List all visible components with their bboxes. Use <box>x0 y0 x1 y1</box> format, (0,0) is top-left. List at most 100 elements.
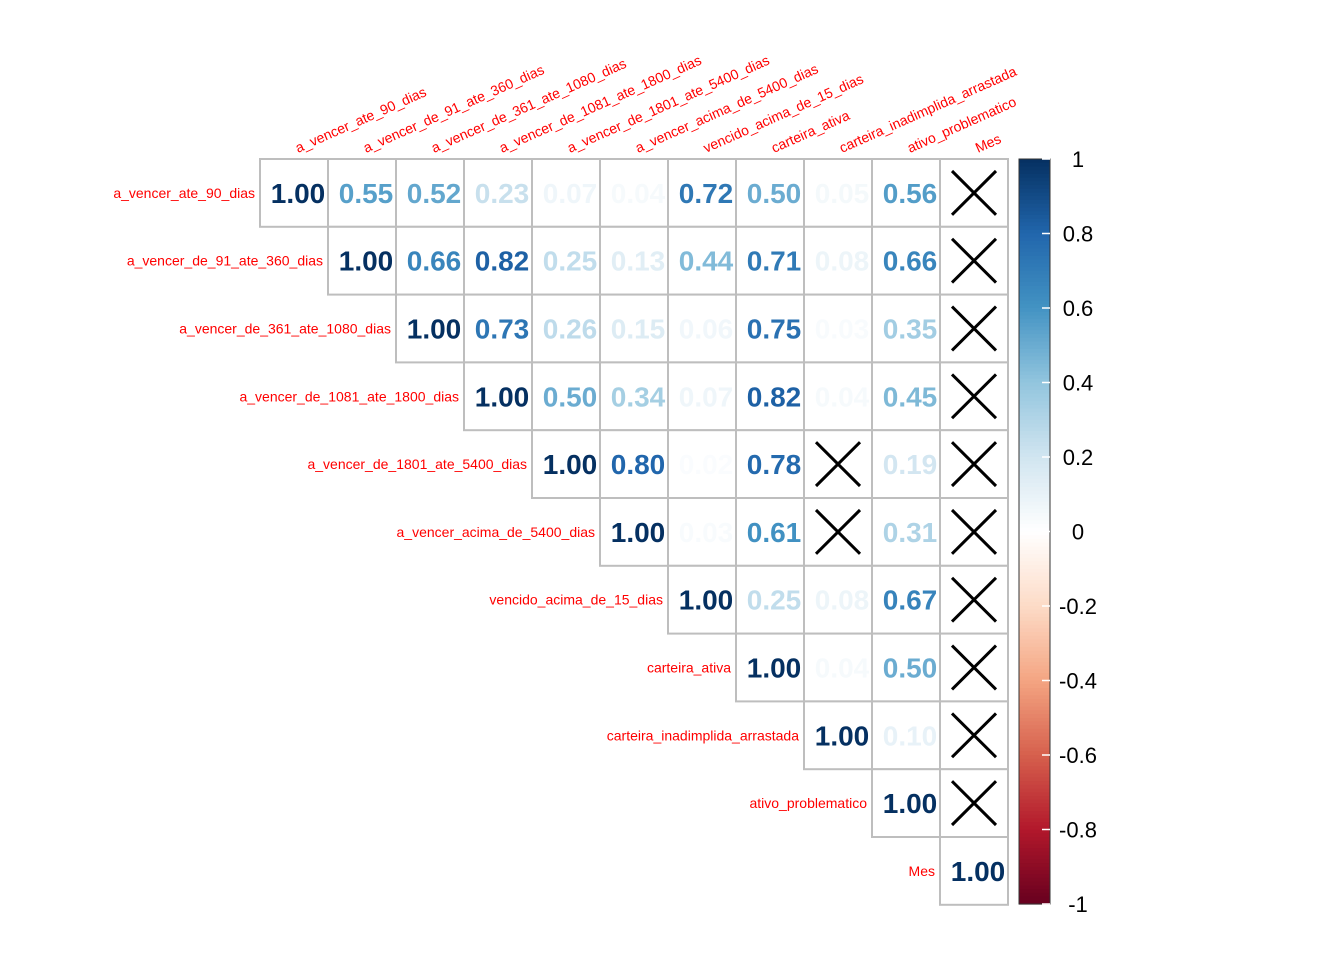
insignificant-marker <box>814 508 862 555</box>
colorbar-segment <box>1019 434 1050 439</box>
colorbar-segment <box>1019 483 1050 488</box>
colorbar-segment <box>1019 516 1050 521</box>
colorbar-segment <box>1019 654 1050 659</box>
cell-value: 0.07 <box>679 381 734 412</box>
colorbar-segment <box>1019 222 1050 227</box>
cell-value: 0.82 <box>747 381 802 412</box>
colorbar-segment <box>1019 438 1050 443</box>
cell-value: 0.08 <box>815 585 870 616</box>
colorbar-segment <box>1019 311 1050 317</box>
cell-carteira_inadimplida_arrastada-carteira_inadimplida_arrastada <box>803 700 873 771</box>
matrix-cells: 1.00 0.55 0.52 0.23 0.07 0.04 0.72 0.50 0.05 0.56… <box>259 158 1009 906</box>
colorbar-segment <box>1019 859 1050 864</box>
colorbar-segment <box>1019 356 1050 361</box>
cell-value: 0.04 <box>611 178 666 209</box>
colorbar-segment <box>1019 702 1050 708</box>
row-label: ativo_problematico <box>749 795 867 811</box>
colorbar-segment <box>1019 728 1050 734</box>
colorbar-segment <box>1019 531 1050 536</box>
insignificant-marker <box>950 644 998 691</box>
cell-a_vencer_ate_90_dias-a_vencer_acima_de_5400_dias <box>599 158 669 228</box>
colorbar-segment <box>1019 423 1050 428</box>
cell-value: 1.00 <box>679 585 734 616</box>
cell-a_vencer_de_1081_ate_1800_dias-a_vencer_acima_de_5400_dias <box>599 361 669 432</box>
cell-value: 1.00 <box>475 381 530 412</box>
colorbar-segment <box>1019 553 1050 559</box>
row-label: a_vencer_de_91_ate_360_dias <box>127 253 323 269</box>
colorbar-segment <box>1019 747 1050 752</box>
colorbar-segment <box>1019 226 1050 231</box>
cell-value: 1.00 <box>951 856 1006 887</box>
colorbar-segment <box>1019 509 1050 514</box>
colorbar-segment <box>1019 773 1050 778</box>
colorbar-segment <box>1019 393 1050 398</box>
colorbar-segment <box>1019 836 1050 842</box>
insignificant-marker <box>950 576 998 623</box>
colorbar-segment <box>1019 591 1050 596</box>
colorbar-segment <box>1019 520 1050 525</box>
cell-value: 1.00 <box>747 653 802 684</box>
colorbar-segment <box>1019 863 1050 868</box>
cell-a_vencer_ate_90_dias-ativo_problematico <box>871 158 941 228</box>
colorbar-segment <box>1019 743 1050 749</box>
colorbar-segment <box>1019 173 1050 179</box>
colorbar-segment <box>1019 781 1050 786</box>
colorbar-segment <box>1019 613 1050 618</box>
cell-value: 1.00 <box>611 517 666 548</box>
colorbar-tick-label: -0.8 <box>1059 818 1097 843</box>
colorbar-segment <box>1019 792 1050 797</box>
cell-a_vencer_de_361_ate_1080_dias-carteira_inadimplida_arrastada <box>803 293 873 364</box>
cell-a_vencer_de_361_ate_1080_dias-a_vencer_acima_de_5400_dias <box>599 293 669 364</box>
colorbar-segment <box>1019 710 1050 715</box>
colorbar-segment <box>1019 695 1050 700</box>
cell-a_vencer_de_1081_ate_1800_dias-ativo_problematico <box>871 361 941 432</box>
row-label: carteira_ativa <box>647 660 731 676</box>
colorbar-segment <box>1019 825 1050 831</box>
colorbar-segment <box>1019 289 1050 294</box>
colorbar-segment <box>1019 587 1050 592</box>
colorbar-segment <box>1019 699 1050 704</box>
colorbar-segment <box>1019 479 1050 484</box>
cell-a_vencer_de_1081_ate_1800_dias-carteira_inadimplida_arrastada <box>803 361 873 432</box>
colorbar-segment <box>1019 646 1050 652</box>
cell-value: 0.31 <box>883 517 938 548</box>
colorbar-segment <box>1019 293 1050 298</box>
colorbar-segment <box>1019 497 1050 503</box>
colorbar-tick-label: -1 <box>1068 892 1088 917</box>
colorbar-segment <box>1019 766 1050 771</box>
colorbar-segment <box>1019 840 1050 845</box>
cell-Mes-Mes <box>939 836 1009 906</box>
colorbar-segment <box>1019 304 1050 309</box>
cell-value: 0.15 <box>611 314 666 345</box>
colorbar-segment <box>1019 870 1050 875</box>
colorbar-segment <box>1019 751 1050 756</box>
colorbar-segment <box>1019 363 1050 369</box>
colorbar-segment <box>1019 535 1050 540</box>
colorbar-segment <box>1019 326 1050 331</box>
colorbar-segment <box>1019 464 1050 469</box>
colorbar-segment <box>1019 170 1050 175</box>
colorbar-segment <box>1019 568 1050 574</box>
colorbar-segment <box>1019 658 1050 663</box>
cell-value: 1.00 <box>339 246 394 277</box>
colorbar-tick-label: 0.2 <box>1063 445 1094 470</box>
cell-a_vencer_de_91_ate_360_dias-ativo_problematico <box>871 225 941 296</box>
colorbar-segment <box>1019 237 1050 242</box>
colorbar-segment <box>1019 185 1050 190</box>
cell-a_vencer_de_91_ate_360_dias-a_vencer_de_1801_ate_5400_dias <box>531 225 601 296</box>
colorbar-segment <box>1019 680 1050 685</box>
cell-a_vencer_de_91_ate_360_dias-vencido_acima_de_15_dias <box>667 225 737 296</box>
insignificant-marker <box>814 441 862 488</box>
colorbar-tick-label: -0.4 <box>1059 669 1097 694</box>
colorbar-segment <box>1019 665 1050 670</box>
colorbar-segment <box>1019 248 1050 253</box>
cell-value: 0.55 <box>339 178 394 209</box>
cell-a_vencer_de_361_ate_1080_dias-vencido_acima_de_15_dias <box>667 293 737 364</box>
colorbar-segment <box>1019 769 1050 775</box>
cell-value: 0.66 <box>883 246 938 277</box>
colorbar-segment <box>1019 233 1050 238</box>
cell-value: 0.56 <box>883 178 938 209</box>
colorbar-segment <box>1019 740 1050 745</box>
colorbar-segment <box>1019 885 1050 890</box>
